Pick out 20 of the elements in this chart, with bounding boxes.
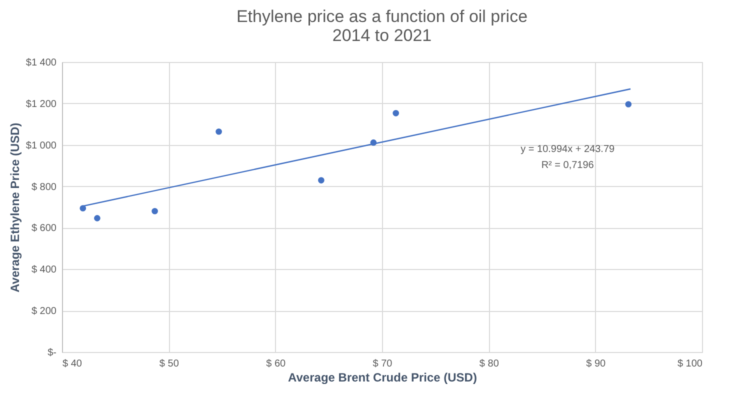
y-tick-label: $ 800 — [31, 182, 57, 193]
y-tick-label: $- — [48, 348, 56, 358]
x-tick-label: $ 60 — [266, 358, 286, 370]
x-tick-label: $ 100 — [677, 358, 703, 370]
y-tick-label: $ 600 — [31, 223, 57, 234]
x-tick-label: $ 90 — [586, 358, 606, 370]
y-tick-label: $ 400 — [31, 264, 57, 276]
y-tick-label: $1 400 — [26, 58, 57, 68]
chart-title: Ethylene price as a function of oil price 2014 to 2021 — [236, 7, 528, 45]
y-axis-title: Average Ethylene Price (USD) — [8, 122, 22, 292]
x-axis-title: Average Brent Crude Price (USD) — [288, 370, 477, 384]
x-tick-label: $ 40 — [62, 358, 82, 370]
y-tick-label: $ 200 — [31, 306, 57, 318]
annotation: R² = 0,7196 — [541, 160, 594, 171]
y-tick-label: $1 200 — [26, 98, 57, 110]
x-tick-label: $ 70 — [372, 358, 393, 370]
y-tick-label: $1 000 — [26, 140, 57, 152]
x-tick-label: $ 50 — [159, 358, 180, 370]
x-tick-label: $ 80 — [479, 358, 500, 370]
annotation: y = 10.994x + 243.79 — [520, 144, 616, 155]
